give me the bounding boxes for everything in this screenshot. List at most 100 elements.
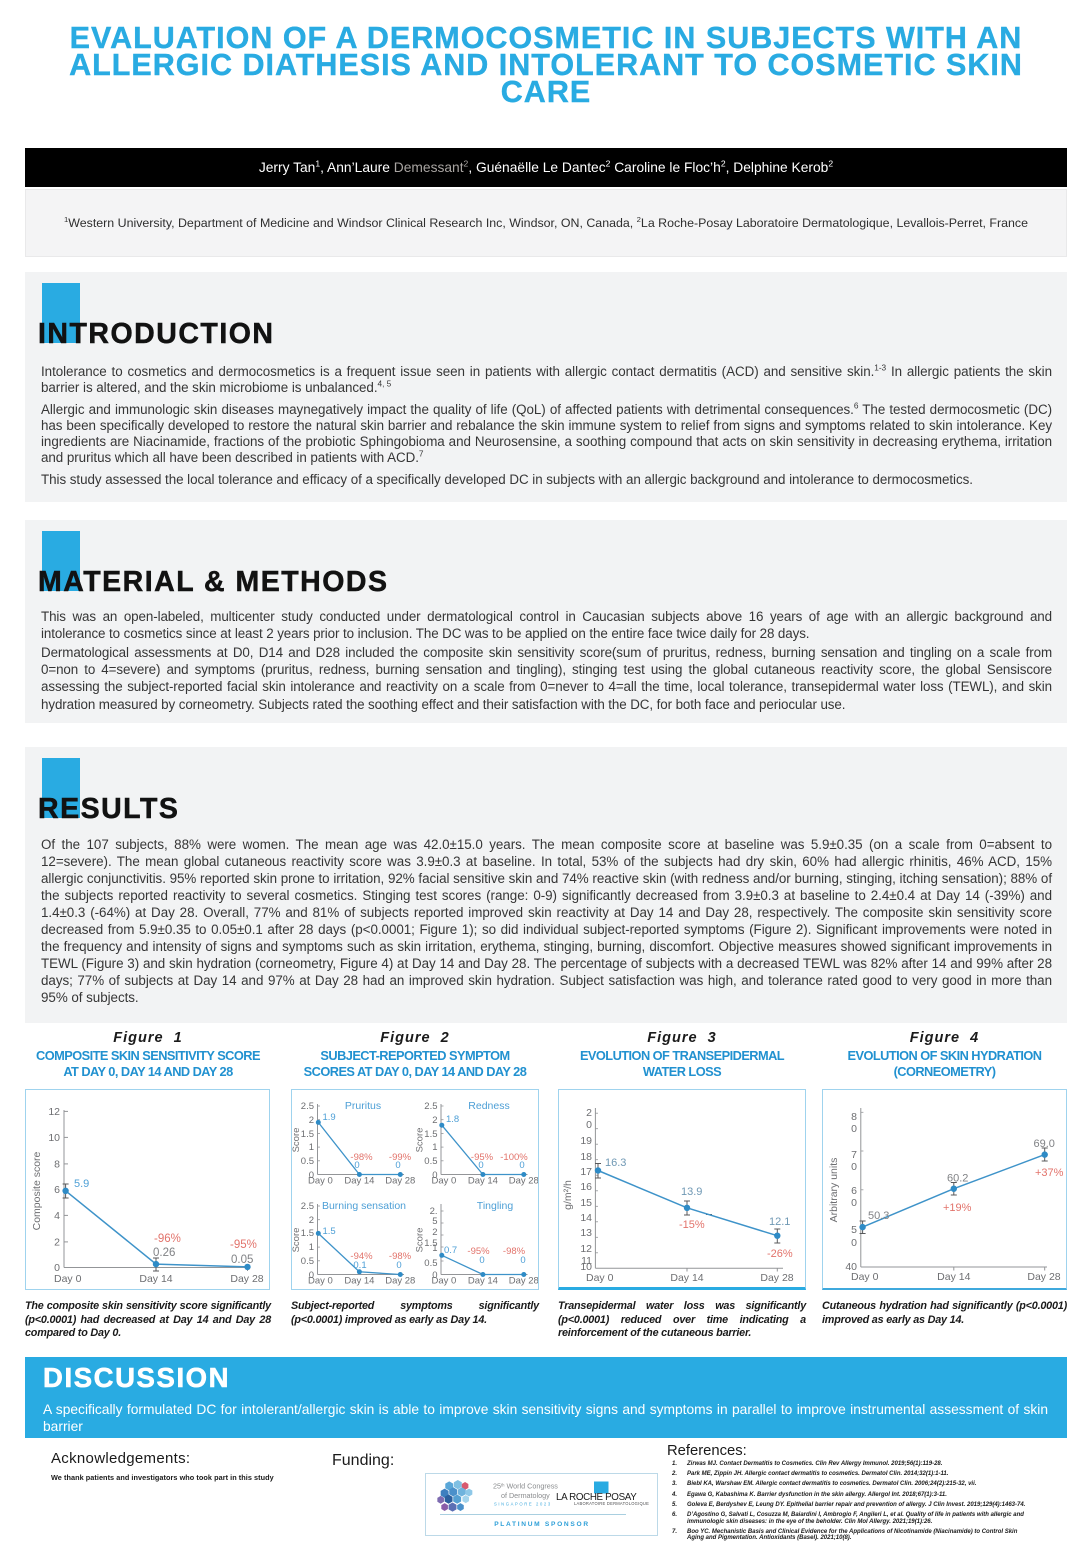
svg-text:0: 0 <box>851 1123 857 1135</box>
svg-text:50.3: 50.3 <box>868 1210 889 1222</box>
svg-text:Day 14: Day 14 <box>468 1276 498 1287</box>
svg-text:16.3: 16.3 <box>605 1157 626 1169</box>
svg-text:0: 0 <box>520 1255 525 1266</box>
svg-text:2: 2 <box>309 1215 314 1226</box>
svg-text:2.: 2. <box>430 1206 438 1217</box>
svg-text:Day 14: Day 14 <box>344 1176 374 1187</box>
svg-text:Score: Score <box>292 1228 302 1253</box>
svg-text:0: 0 <box>851 1161 857 1173</box>
svg-text:+19%: +19% <box>943 1202 972 1214</box>
svg-text:5: 5 <box>851 1224 857 1236</box>
svg-text:10: 10 <box>48 1132 60 1144</box>
svg-text:2: 2 <box>586 1107 592 1119</box>
svg-text:0: 0 <box>586 1119 592 1131</box>
svg-text:Day 0: Day 0 <box>432 1176 457 1187</box>
svg-text:0: 0 <box>432 1270 437 1281</box>
svg-text:SINGAPORE 2023: SINGAPORE 2023 <box>494 1502 552 1507</box>
svg-text:Day 28: Day 28 <box>385 1276 415 1287</box>
svg-text:LA ROCHE POSAY: LA ROCHE POSAY <box>556 1492 637 1503</box>
svg-text:8: 8 <box>851 1111 857 1123</box>
svg-text:6: 6 <box>851 1185 857 1197</box>
svg-text:0.05: 0.05 <box>231 1254 253 1266</box>
svg-text:0.26: 0.26 <box>153 1247 175 1259</box>
svg-text:2: 2 <box>432 1115 437 1126</box>
svg-text:12.1: 12.1 <box>769 1216 790 1228</box>
svg-text:Day 14: Day 14 <box>344 1276 374 1287</box>
svg-text:19: 19 <box>580 1135 592 1147</box>
svg-text:Score: Score <box>415 1228 426 1253</box>
svg-text:0: 0 <box>54 1262 60 1274</box>
svg-text:Day 28: Day 28 <box>760 1272 793 1284</box>
svg-text:1.5: 1.5 <box>301 1228 314 1239</box>
svg-text:0: 0 <box>309 1270 314 1281</box>
svg-text:-95%: -95% <box>471 1152 494 1163</box>
svg-text:0: 0 <box>309 1170 314 1181</box>
svg-text:Day 14: Day 14 <box>468 1176 498 1187</box>
svg-text:-98%: -98% <box>350 1152 373 1163</box>
svg-text:Score: Score <box>292 1128 302 1153</box>
svg-text:18: 18 <box>580 1151 592 1163</box>
svg-text:2.5: 2.5 <box>301 1201 314 1212</box>
svg-text:13.9: 13.9 <box>681 1186 702 1198</box>
svg-text:-96%: -96% <box>154 1233 181 1245</box>
svg-text:1.5: 1.5 <box>301 1129 314 1140</box>
svg-text:+37%: +37% <box>1035 1167 1064 1179</box>
svg-text:5.9: 5.9 <box>74 1178 89 1190</box>
svg-text:0: 0 <box>395 1160 400 1171</box>
svg-text:0.7: 0.7 <box>444 1245 457 1256</box>
svg-text:Arbitrary units: Arbitrary units <box>828 1158 840 1223</box>
svg-text:0: 0 <box>432 1170 437 1181</box>
svg-text:Redness: Redness <box>468 1100 509 1112</box>
svg-text:1.5: 1.5 <box>323 1226 336 1237</box>
svg-text:Day 14: Day 14 <box>937 1271 970 1283</box>
svg-text:PLATINUM SPONSOR: PLATINUM SPONSOR <box>494 1521 590 1528</box>
svg-text:Day 28: Day 28 <box>509 1276 538 1287</box>
svg-text:Day 28: Day 28 <box>385 1176 415 1187</box>
svg-text:14: 14 <box>580 1212 592 1224</box>
svg-text:13: 13 <box>580 1227 592 1239</box>
svg-text:0: 0 <box>354 1160 359 1171</box>
svg-text:Composite score: Composite score <box>31 1151 43 1230</box>
svg-text:0.5: 0.5 <box>301 1256 314 1267</box>
svg-text:1: 1 <box>432 1243 437 1254</box>
svg-text:0.5: 0.5 <box>301 1156 314 1167</box>
svg-text:69.0: 69.0 <box>1034 1138 1055 1150</box>
svg-text:17: 17 <box>580 1166 592 1178</box>
svg-text:-98%: -98% <box>503 1246 526 1257</box>
svg-text:1.9: 1.9 <box>323 1112 336 1123</box>
svg-text:Day 0: Day 0 <box>308 1276 333 1287</box>
svg-text:Day 0: Day 0 <box>432 1276 457 1287</box>
svg-text:0: 0 <box>851 1197 857 1209</box>
svg-text:2.5: 2.5 <box>301 1101 314 1112</box>
svg-text:6: 6 <box>54 1184 60 1196</box>
svg-text:Day 0: Day 0 <box>586 1272 614 1284</box>
svg-text:-94%: -94% <box>350 1251 373 1262</box>
svg-text:Burning sensation: Burning sensation <box>322 1200 406 1212</box>
svg-text:0.5: 0.5 <box>424 1156 437 1167</box>
svg-text:15: 15 <box>580 1197 592 1209</box>
svg-text:4: 4 <box>54 1210 60 1222</box>
svg-text:0: 0 <box>851 1237 857 1249</box>
svg-text:12: 12 <box>580 1243 592 1255</box>
svg-text:Day 0: Day 0 <box>308 1176 333 1187</box>
svg-text:1.5: 1.5 <box>424 1238 437 1249</box>
svg-text:Day 14: Day 14 <box>670 1272 703 1284</box>
svg-text:0: 0 <box>519 1160 524 1171</box>
svg-text:12: 12 <box>48 1106 60 1118</box>
svg-text:Day 14: Day 14 <box>139 1273 172 1285</box>
svg-text:0.5: 0.5 <box>424 1258 437 1269</box>
svg-text:1.8: 1.8 <box>446 1114 459 1125</box>
svg-text:2.5: 2.5 <box>424 1101 437 1112</box>
svg-text:8: 8 <box>54 1159 60 1171</box>
svg-text:LABORATOIRE DERMATOLOGIQUE: LABORATOIRE DERMATOLOGIQUE <box>574 1501 649 1506</box>
svg-text:2: 2 <box>309 1115 314 1126</box>
svg-text:Day 28: Day 28 <box>509 1176 538 1187</box>
svg-text:of Dermatology: of Dermatology <box>501 1491 550 1500</box>
svg-text:0.1: 0.1 <box>353 1260 366 1271</box>
svg-text:60.2: 60.2 <box>947 1173 968 1185</box>
svg-text:g/m²/h: g/m²/h <box>562 1180 574 1210</box>
svg-text:-15%: -15% <box>679 1219 705 1231</box>
svg-text:-95%: -95% <box>467 1246 490 1257</box>
svg-text:40: 40 <box>845 1261 857 1273</box>
svg-text:Tingling: Tingling <box>477 1200 514 1212</box>
